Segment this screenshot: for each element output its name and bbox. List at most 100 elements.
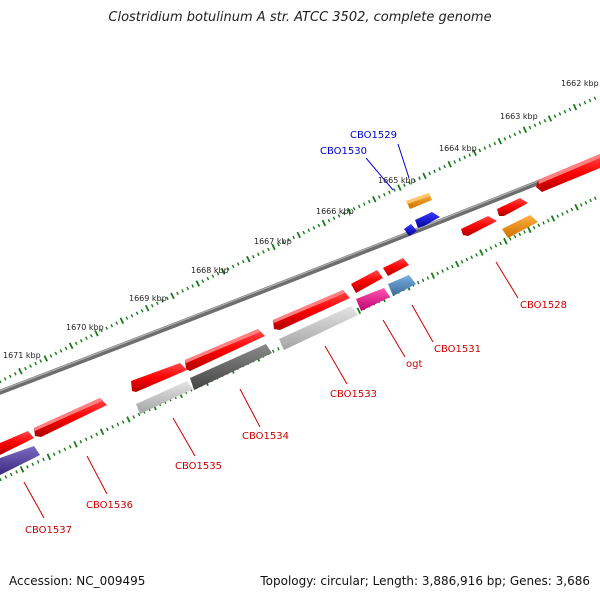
minor-tick	[593, 96, 597, 101]
minor-tick	[383, 192, 386, 197]
minor-tick	[90, 333, 93, 338]
major-tick	[144, 305, 150, 312]
major-tick	[126, 416, 131, 423]
gene-red-1670[interactable]	[34, 398, 107, 437]
gene-ogt[interactable]	[356, 288, 390, 311]
gene-label-CBO1528[interactable]: CBO1528	[520, 300, 567, 311]
gene-label-CBO1530[interactable]: CBO1530	[320, 146, 367, 157]
gene-red-1663[interactable]	[497, 198, 528, 216]
gene-label-CBO1533[interactable]: CBO1533	[330, 389, 377, 400]
minor-tick	[155, 301, 159, 306]
minor-tick	[426, 276, 430, 280]
minor-tick	[533, 123, 537, 127]
minor-tick	[52, 452, 56, 457]
gene-red-1668[interactable]	[185, 329, 265, 371]
minor-tick	[236, 262, 240, 266]
minor-tick	[416, 280, 420, 285]
major-tick	[170, 292, 175, 300]
major-tick	[296, 231, 301, 239]
minor-tick	[556, 214, 560, 218]
minor-tick	[588, 98, 592, 103]
gene-CBO1535[interactable]	[136, 381, 193, 414]
minor-tick	[132, 415, 136, 419]
minor-tick	[95, 432, 99, 437]
minor-tick	[241, 259, 245, 264]
minor-tick	[216, 271, 220, 276]
major-tick	[68, 342, 74, 350]
gene-red-1665b[interactable]	[351, 270, 383, 293]
major-tick	[572, 103, 578, 111]
minor-tick	[327, 218, 331, 223]
minor-tick	[570, 207, 574, 212]
minor-tick	[79, 440, 83, 444]
minor-tick	[413, 178, 416, 183]
gene-red-1669[interactable]	[131, 363, 187, 392]
major-tick	[246, 255, 251, 263]
minor-tick	[0, 477, 2, 482]
gene-CBO1529[interactable]	[406, 193, 432, 209]
gene-red-1665a[interactable]	[383, 258, 409, 276]
major-tick	[119, 317, 125, 324]
minor-tick	[578, 103, 582, 107]
minor-tick	[468, 153, 472, 157]
minor-tick	[0, 379, 2, 384]
gene-label-CBO1531[interactable]: CBO1531	[434, 344, 481, 355]
minor-tick	[58, 450, 61, 454]
minor-tick	[90, 435, 93, 439]
kbp-label: 1663 kbp	[500, 112, 538, 121]
gene-red-right-1[interactable]	[536, 154, 600, 192]
minor-tick	[292, 235, 296, 240]
major-tick	[99, 428, 105, 436]
gene-orange-1664[interactable]	[502, 215, 538, 238]
gene-label-CBO1534[interactable]: CBO1534	[242, 431, 289, 442]
minor-tick	[367, 199, 371, 204]
gene-label-CBO1536[interactable]: CBO1536	[86, 500, 133, 511]
minor-tick	[59, 349, 63, 353]
kbp-label: 1664 kbp	[439, 144, 477, 153]
minor-tick	[513, 234, 517, 239]
minor-tick	[408, 181, 411, 185]
gene-CBO1533[interactable]	[279, 306, 358, 350]
gene-CBO1530[interactable]	[404, 212, 440, 236]
gene-CBO1537[interactable]	[0, 446, 40, 475]
kbp-label: 1667 kbp	[254, 237, 292, 246]
kbp-label: 1668 kbp	[191, 266, 229, 275]
gene-label-CBO1537[interactable]: CBO1537	[25, 525, 72, 536]
minor-tick	[110, 323, 114, 328]
gene-label-ogt[interactable]: ogt	[406, 359, 422, 370]
minor-tick	[563, 109, 567, 114]
minor-tick	[446, 266, 449, 271]
minor-tick	[518, 130, 522, 134]
minor-tick	[125, 316, 129, 320]
minor-tick	[441, 269, 444, 273]
minor-tick	[49, 354, 53, 358]
major-tick	[479, 249, 484, 256]
minor-tick	[137, 412, 141, 417]
gene-features	[0, 154, 600, 475]
minor-tick	[433, 169, 436, 174]
minor-tick	[211, 274, 215, 278]
minor-tick	[528, 125, 532, 130]
minor-tick	[161, 299, 164, 303]
leader-line-CBO1536	[86, 455, 108, 495]
minor-tick	[9, 472, 13, 477]
major-tick	[550, 215, 556, 222]
gene-CBO1534[interactable]	[190, 344, 272, 390]
minor-tick	[111, 425, 114, 429]
minor-tick	[484, 248, 488, 253]
minor-tick	[523, 230, 526, 234]
gene-red-1666[interactable]	[273, 290, 350, 330]
gene-CBO1531[interactable]	[388, 275, 416, 296]
gene-red-1664[interactable]	[461, 216, 497, 236]
minor-tick	[271, 349, 275, 354]
minor-tick	[13, 371, 17, 376]
minor-tick	[130, 313, 134, 318]
gene-label-CBO1535[interactable]: CBO1535	[175, 461, 222, 472]
minor-tick	[465, 257, 469, 262]
gene-red-1671[interactable]	[0, 431, 34, 455]
major-tick	[271, 243, 276, 251]
minor-tick	[443, 164, 446, 169]
gene-label-CBO1529[interactable]: CBO1529	[350, 130, 397, 141]
minor-tick	[565, 209, 569, 214]
minor-tick	[470, 255, 474, 260]
